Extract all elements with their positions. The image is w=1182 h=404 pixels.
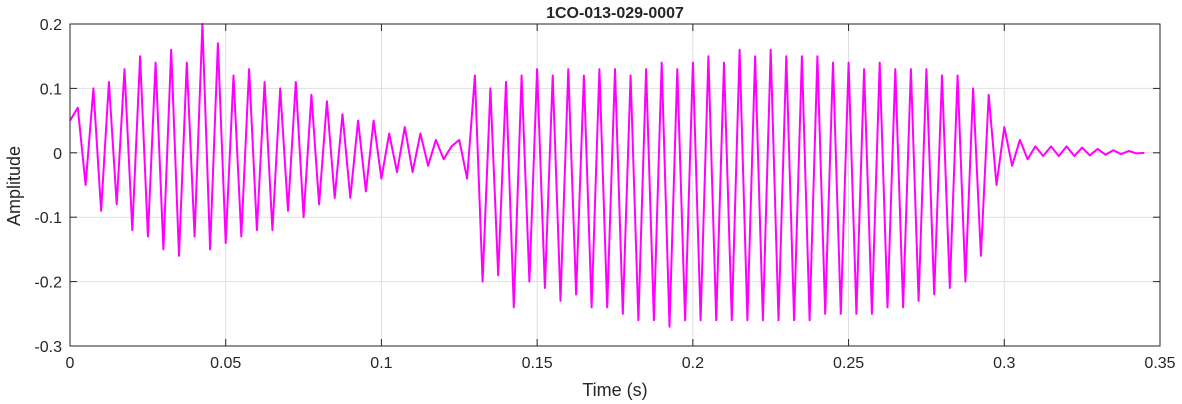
x-tick-label: 0.05 <box>210 355 241 372</box>
x-tick-labels: 0 0.05 0.1 0.15 0.2 0.25 0.3 0.35 <box>66 355 1176 372</box>
x-tick-label: 0.1 <box>370 355 392 372</box>
x-axis-label: Time (s) <box>582 380 647 400</box>
y-axis-label: Amplitude <box>4 146 24 226</box>
y-tick-label: -0.3 <box>34 339 62 356</box>
x-tick-label: 0.2 <box>682 355 704 372</box>
x-tick-label: 0.15 <box>522 355 553 372</box>
y-tick-label: 0.1 <box>40 81 62 98</box>
x-tick-label: 0.35 <box>1144 355 1175 372</box>
series-line <box>69 23 1145 328</box>
y-tick-label: 0.2 <box>40 17 62 34</box>
y-tick-label: -0.2 <box>34 275 62 292</box>
y-tick-label: -0.1 <box>34 210 62 227</box>
series-group <box>69 23 1145 328</box>
axes-box <box>69 23 1161 347</box>
chart-title: 1CO-013-029-0007 <box>546 5 684 22</box>
x-tick-label: 0.3 <box>993 355 1015 372</box>
y-tick-labels: -0.3 -0.2 -0.1 0 0.1 0.2 <box>34 17 62 356</box>
x-tick-label: 0 <box>66 355 75 372</box>
x-tick-label: 0.25 <box>833 355 864 372</box>
y-tick-label: 0 <box>53 146 62 163</box>
